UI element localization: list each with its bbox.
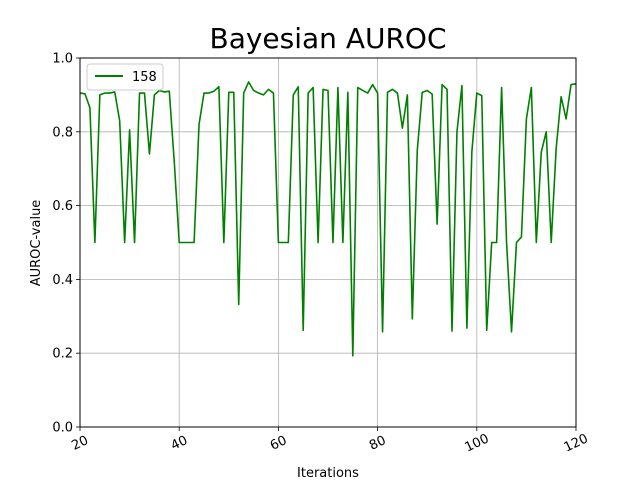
- x-tick-label: 100: [463, 431, 492, 455]
- chart-title: Bayesian AUROC: [209, 22, 446, 55]
- x-axis-label: Iterations: [297, 466, 359, 480]
- y-tick-label: 0.4: [52, 273, 73, 288]
- legend: 158: [86, 63, 164, 91]
- y-axis-label: AUROC-value: [29, 200, 44, 287]
- y-tick-label: 1.0: [52, 52, 73, 67]
- legend-label: 158: [132, 70, 157, 85]
- y-tick-label: 0.8: [52, 125, 73, 140]
- y-axis: 0.0 0.2 0.4 0.6 0.8 1.0: [52, 52, 80, 436]
- x-axis: 20 40 60 80 100 120: [70, 427, 591, 455]
- legend-box: [86, 63, 164, 91]
- x-tick-label: 20: [70, 433, 91, 454]
- y-tick-label: 0.0: [52, 421, 73, 436]
- y-tick-label: 0.6: [52, 199, 73, 214]
- plot-frame: [79, 57, 577, 428]
- x-tick-label: 120: [562, 431, 591, 455]
- series-line: [79, 81, 577, 357]
- x-tick-label: 40: [169, 433, 190, 454]
- y-tick-label: 0.2: [52, 347, 73, 362]
- series-layer: [79, 81, 577, 357]
- x-tick-label: 80: [367, 433, 388, 454]
- x-tick-label: 60: [268, 433, 289, 454]
